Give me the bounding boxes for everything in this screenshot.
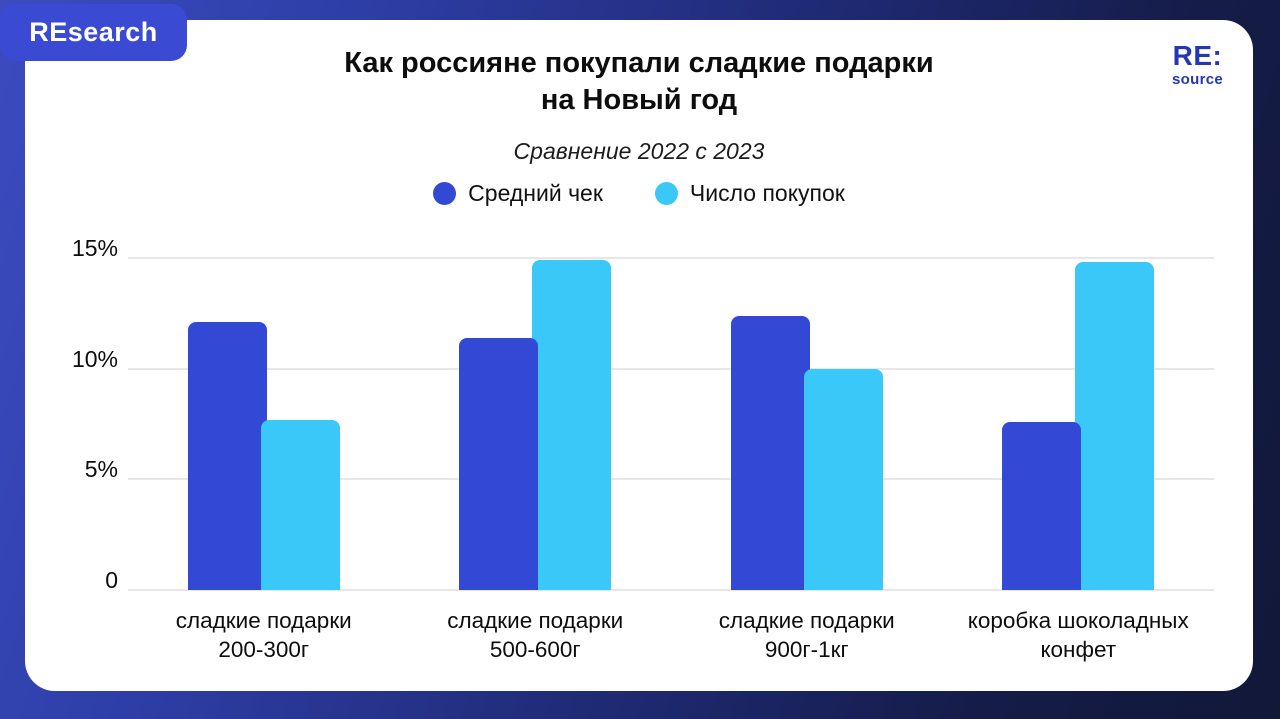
bar-2-series-1	[803, 368, 883, 590]
bar-0-series-1	[260, 419, 340, 590]
research-badge-label: REsearch	[29, 17, 158, 47]
y-tick-label: 10%	[71, 345, 118, 372]
bar-group-1	[459, 258, 612, 590]
chart-card: RE: source Как россияне покупали сладкие…	[25, 20, 1253, 691]
x-category-label-3: коробка шоколадных конфет	[967, 608, 1189, 663]
bar-3-series-1	[1075, 262, 1155, 590]
chart-legend: Средний чек Число покупок	[25, 180, 1253, 207]
legend-label: Средний чек	[468, 180, 603, 206]
bar-1-series-0	[459, 337, 539, 590]
legend-item-0: Средний чек	[433, 180, 603, 207]
re-source-logo: RE: source	[1172, 40, 1223, 88]
research-badge: REsearch	[0, 4, 187, 61]
gridline-5	[128, 478, 1214, 481]
bars-container	[128, 258, 1214, 590]
gridline-10	[128, 367, 1214, 370]
legend-item-1: Число покупок	[654, 180, 845, 207]
y-axis-labels: 0 5% 10% 15%	[33, 235, 118, 593]
legend-dot-icon	[433, 182, 457, 205]
bar-2-series-0	[730, 315, 810, 590]
bar-3-series-0	[1002, 421, 1082, 590]
bar-group-2	[730, 258, 883, 590]
logo-line1: RE:	[1172, 40, 1223, 71]
chart-title: Как россияне покупали сладкие подарки на…	[344, 47, 934, 116]
x-category-label-2: сладкие подарки 900г-1кг	[718, 608, 895, 663]
y-tick-label: 5%	[84, 456, 118, 483]
logo-line2: source	[1172, 71, 1223, 88]
x-category-label-0: сладкие подарки 200-300г	[175, 608, 352, 663]
bar-group-0	[187, 258, 340, 590]
plot-area	[128, 257, 1214, 591]
x-axis-labels: сладкие подарки 200-300г сладкие подарки …	[128, 606, 1214, 665]
y-tick-label: 0	[105, 567, 118, 593]
bar-0-series-0	[187, 322, 267, 590]
legend-label: Число покупок	[689, 180, 845, 206]
chart-subtitle: Сравнение 2022 с 2023	[513, 138, 765, 164]
y-tick-label: 15%	[71, 235, 118, 261]
bar-group-3	[1002, 258, 1155, 590]
gridline-0	[128, 589, 1214, 591]
legend-dot-icon	[654, 182, 678, 205]
x-category-label-1: сладкие подарки 500-600г	[447, 608, 624, 663]
bar-1-series-1	[532, 260, 612, 590]
gridline-15	[128, 257, 1214, 259]
